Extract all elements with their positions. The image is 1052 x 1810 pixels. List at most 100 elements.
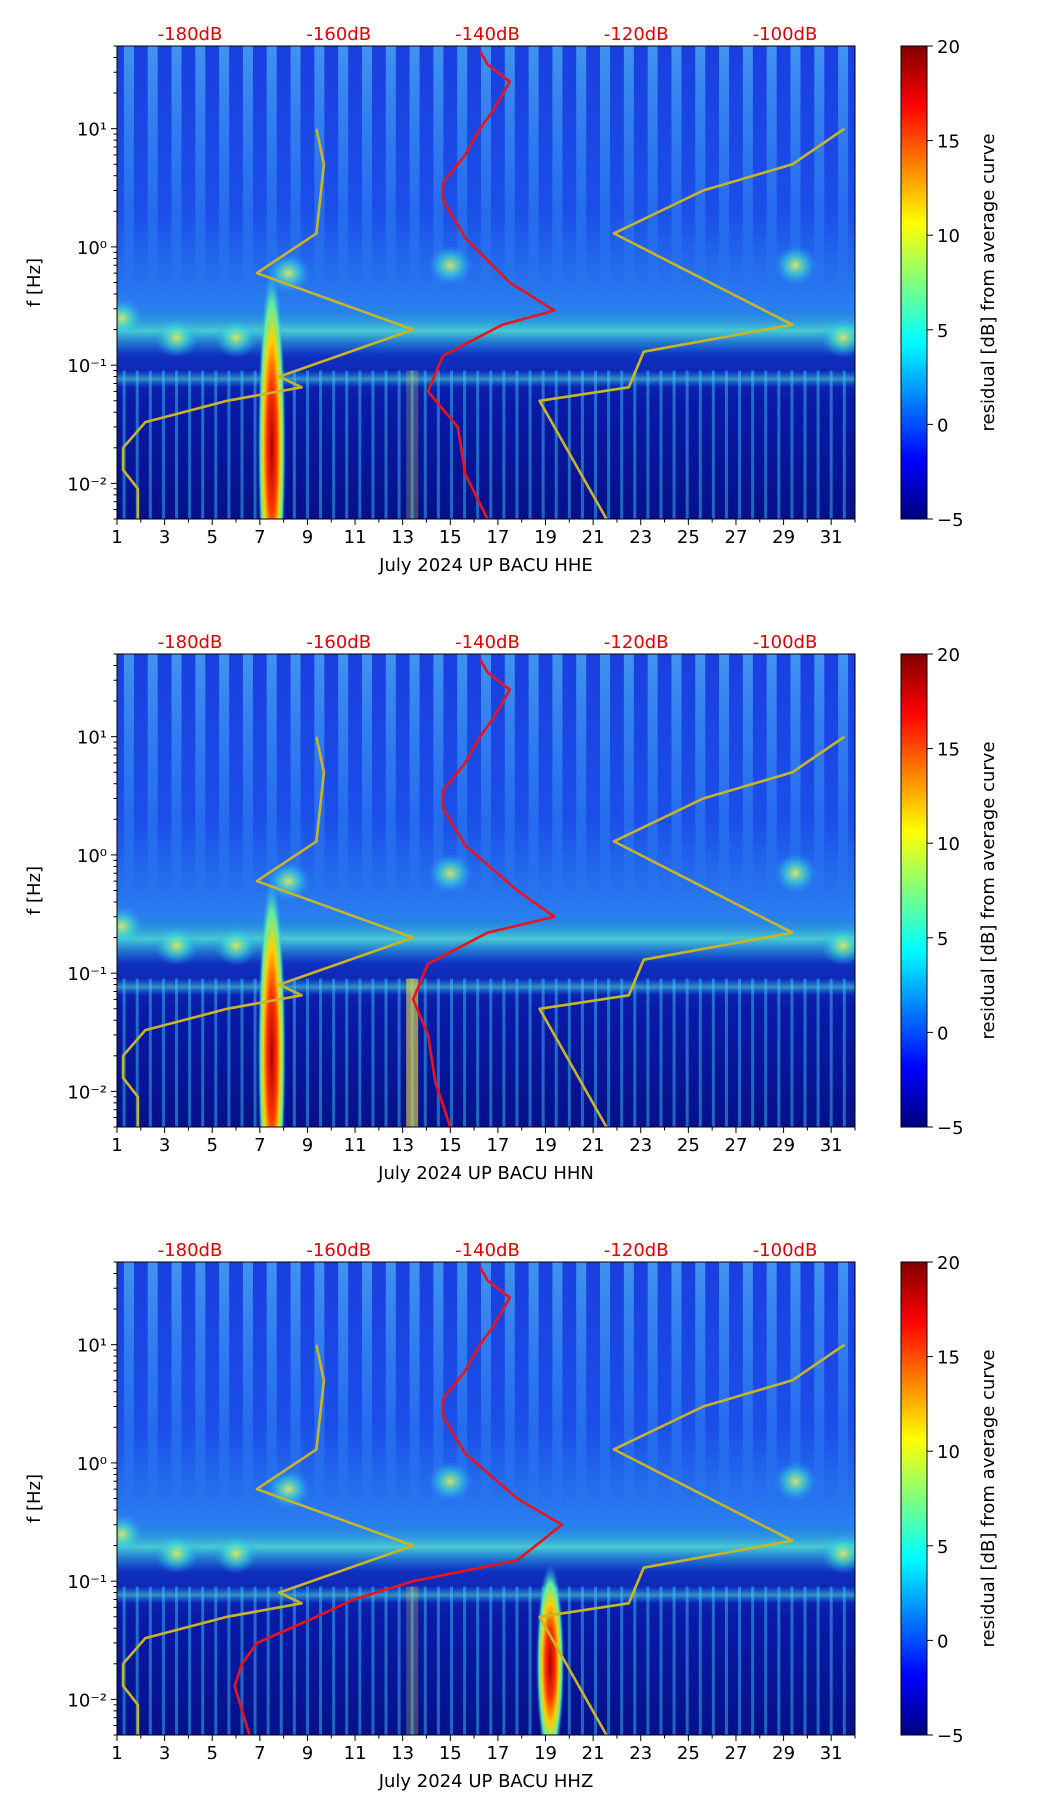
heatmap-day-stripe: [123, 654, 134, 902]
y-axis-label: f [Hz]: [24, 1474, 45, 1523]
heatmap-transient-streak: [489, 978, 493, 1127]
x-tick-label: 31: [820, 1135, 843, 1156]
heatmap-day-stripe: [147, 654, 158, 902]
x-tick-label: 1: [111, 527, 122, 548]
x-tick-label: 9: [302, 1135, 313, 1156]
heatmap-transient-streak: [738, 1586, 742, 1735]
heatmap-transient-streak: [764, 978, 768, 1127]
y-axis-label: f [Hz]: [24, 866, 45, 915]
x-tick-label: 25: [677, 1743, 700, 1764]
heatmap-transient-streak: [449, 978, 453, 1127]
heatmap-transient-streak: [554, 978, 558, 1127]
heatmap-transient-streak: [384, 1586, 388, 1735]
colorbar: [900, 653, 928, 1128]
heatmap-warm-patch: [821, 317, 855, 358]
top-axis-db-label: -100dB: [753, 1240, 818, 1261]
heatmap-day-stripe: [314, 654, 325, 902]
heatmap-warm-patch: [266, 253, 311, 294]
heatmap-day-stripe: [266, 1262, 277, 1510]
heatmap-transient-streak: [803, 978, 807, 1127]
heatmap-transient-streak: [463, 370, 467, 519]
heatmap-transient-streak: [201, 1586, 205, 1735]
heatmap-day-stripe: [385, 654, 396, 902]
x-tick-label: 27: [725, 527, 748, 548]
heatmap-transient-streak: [816, 370, 820, 519]
heatmap-warm-patch: [117, 906, 144, 947]
x-tick-label: 15: [439, 1743, 462, 1764]
heatmap-transient-streak: [711, 978, 715, 1127]
x-tick-label: 11: [344, 527, 367, 548]
heatmap-transient-streak: [227, 370, 231, 519]
x-tick-label: 5: [206, 527, 217, 548]
heatmap-day-stripe: [528, 46, 539, 294]
heatmap-transient-streak: [724, 370, 728, 519]
heatmap-day-stripe: [123, 1262, 134, 1510]
heatmap-day-stripe: [790, 654, 801, 902]
x-tick-label: 23: [629, 1743, 652, 1764]
heatmap-transient-streak: [751, 370, 755, 519]
heatmap-day-stripe: [147, 1262, 158, 1510]
heatmap-day-stripe: [790, 1262, 801, 1510]
colorbar-tick-label: 15: [937, 1348, 960, 1369]
heatmap-transient-streak: [620, 978, 624, 1127]
heatmap-warm-patch: [773, 1461, 818, 1502]
x-tick-label: 19: [534, 1743, 557, 1764]
heatmap-day-stripe: [314, 46, 325, 294]
x-tick-label: 13: [391, 1743, 414, 1764]
heatmap-transient-streak: [423, 370, 427, 519]
colorbar-tick-label: 15: [937, 740, 960, 761]
heatmap-transient-streak: [463, 1586, 467, 1735]
y-tick-label: 10⁻¹: [67, 964, 107, 985]
heatmap-transient-streak: [567, 978, 571, 1127]
heatmap-transient-streak: [790, 1586, 794, 1735]
heatmap-day-stripe: [290, 1262, 301, 1510]
x-tick-label: 21: [582, 1135, 605, 1156]
curve-station-mean-psd: [426, 50, 556, 519]
heatmap-transient-streak: [829, 1586, 833, 1735]
curve-reference-noise-curve-2: [538, 127, 846, 519]
colorbar-tick-label: 20: [937, 1253, 960, 1274]
heatmap-day-stripe: [695, 1262, 706, 1510]
heatmap-transient-streak: [161, 978, 165, 1127]
heatmap-transient-streak: [738, 370, 742, 519]
heatmap-day-stripe: [600, 1262, 611, 1510]
heatmap-transient-streak: [397, 1586, 401, 1735]
heatmap-transient-streak: [620, 1586, 624, 1735]
heatmap-day-stripe: [361, 46, 372, 294]
heatmap-day-stripe: [719, 654, 730, 902]
heatmap-transient-streak: [751, 978, 755, 1127]
heatmap-transient-streak: [175, 370, 179, 519]
y-tick-label: 10⁰: [77, 238, 107, 259]
heatmap-transient-streak: [227, 1586, 231, 1735]
colorbar-tick-label: 15: [937, 132, 960, 153]
top-axis-db-label: -140dB: [455, 24, 520, 45]
heatmap-transient-streak: [135, 1586, 139, 1735]
heatmap-day-stripe: [790, 46, 801, 294]
y-tick-label: 10⁻¹: [67, 356, 107, 377]
heatmap-day-stripe: [266, 46, 277, 294]
heatmap-day-stripe: [433, 654, 444, 902]
x-tick-label: 7: [254, 1743, 265, 1764]
y-tick-label: 10⁰: [77, 1454, 107, 1475]
heatmap-transient-streak: [607, 370, 611, 519]
x-tick-label: 17: [486, 1135, 509, 1156]
heatmap-day-stripe: [195, 46, 206, 294]
heatmap-transient-streak: [384, 370, 388, 519]
heatmap-day-stripe: [338, 46, 349, 294]
heatmap-day-stripe: [671, 1262, 682, 1510]
heatmap-transient-streak: [711, 1586, 715, 1735]
heatmap-warm-patch: [154, 925, 199, 966]
y-axis-label: f [Hz]: [24, 258, 45, 307]
colorbar: [900, 1261, 928, 1736]
x-tick-label: 13: [391, 527, 414, 548]
heatmap-transient-streak: [633, 370, 637, 519]
top-axis-db-label: -160dB: [306, 1240, 371, 1261]
heatmap-transient-streak: [842, 978, 846, 1127]
heatmap-transient-streak: [672, 370, 676, 519]
heatmap-day-stripe: [719, 46, 730, 294]
heatmap-transient-streak: [580, 978, 584, 1127]
heatmap-transient-streak: [476, 1586, 480, 1735]
